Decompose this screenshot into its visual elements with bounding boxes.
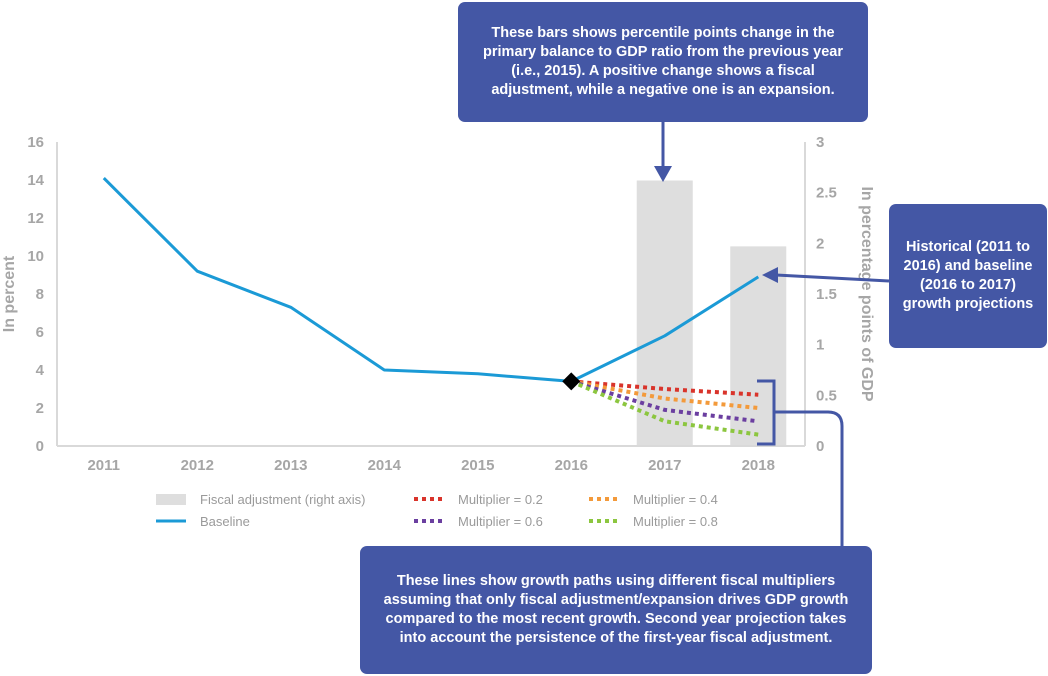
annotation-baseline-callout: Historical (2011 to 2016) and baseline (… bbox=[889, 204, 1047, 348]
y-tick-label: 10 bbox=[27, 248, 44, 265]
y2-axis-title: In percentage points of GDP bbox=[858, 186, 875, 401]
y2-tick-label: 2.5 bbox=[816, 185, 837, 202]
x-tick-label: 2014 bbox=[368, 457, 402, 474]
arrow-right-head bbox=[762, 267, 778, 283]
y2-tick-label: 1.5 bbox=[816, 286, 837, 303]
x-tick-label: 2017 bbox=[648, 457, 681, 474]
y-tick-label: 14 bbox=[27, 172, 44, 189]
marker-2016-diamond bbox=[562, 372, 581, 391]
bar-fiscal-adjustment-2017 bbox=[636, 180, 693, 447]
x-tick-label: 2016 bbox=[555, 457, 588, 474]
legend-label-multiplier-0-8: Multiplier = 0.8 bbox=[633, 514, 718, 529]
annotation-bars-callout: These bars shows percentile points chang… bbox=[458, 2, 868, 122]
y-tick-label: 4 bbox=[36, 362, 45, 379]
annotation-multiplier-callout: These lines show growth paths using diff… bbox=[360, 546, 872, 674]
annotation-arrows bbox=[654, 122, 890, 546]
arrow-right-shaft bbox=[775, 273, 890, 283]
y-tick-label: 16 bbox=[27, 134, 44, 151]
y-tick-label: 6 bbox=[36, 324, 44, 341]
y-axis-title: In percent bbox=[1, 255, 18, 332]
y2-tick-label: 3 bbox=[816, 134, 824, 151]
y2-tick-label: 2 bbox=[816, 235, 824, 252]
y2-tick-label: 0.5 bbox=[816, 387, 837, 404]
legend-label-baseline: Baseline bbox=[200, 514, 250, 529]
legend-label-multiplier-0-4: Multiplier = 0.4 bbox=[633, 492, 718, 507]
series-line-multiplier-0-6 bbox=[570, 379, 759, 424]
series-line-multiplier-0-8 bbox=[570, 379, 759, 437]
bracket-connector bbox=[774, 410, 844, 546]
y-tick-label: 0 bbox=[36, 438, 44, 455]
x-tick-label: 2013 bbox=[274, 457, 307, 474]
legend-label-multiplier-0-6: Multiplier = 0.6 bbox=[458, 514, 543, 529]
x-tick-label: 2012 bbox=[181, 457, 214, 474]
y2-tick-label: 0 bbox=[816, 438, 824, 455]
y-tick-label: 2 bbox=[36, 400, 44, 417]
axes-layer: 0 2 4 6 8 10 12 14 16 0 0.5 1 1.5 2 2.5 3 2011 2012 2013 20… bbox=[1, 134, 875, 474]
lines-layer bbox=[102, 177, 760, 437]
y-tick-label: 8 bbox=[36, 286, 44, 303]
legend-label-fiscal-adjustment-right-axis: Fiscal adjustment (right axis) bbox=[200, 492, 365, 507]
y-tick-label: 12 bbox=[27, 210, 44, 227]
x-tick-label: 2011 bbox=[87, 457, 120, 474]
x-tick-label: 2015 bbox=[461, 457, 494, 474]
series-line-baseline bbox=[102, 177, 760, 383]
legend-label-multiplier-0-2: Multiplier = 0.2 bbox=[458, 492, 543, 507]
legend: Fiscal adjustment (right axis) Baseline Mu… bbox=[156, 492, 718, 529]
y2-tick-label: 1 bbox=[816, 337, 824, 354]
arrow-top-head bbox=[654, 166, 672, 182]
markers-layer bbox=[562, 372, 581, 391]
legend-swatch-fiscal-adjustment-right-axis bbox=[156, 494, 186, 505]
x-tick-label: 2018 bbox=[742, 457, 775, 474]
